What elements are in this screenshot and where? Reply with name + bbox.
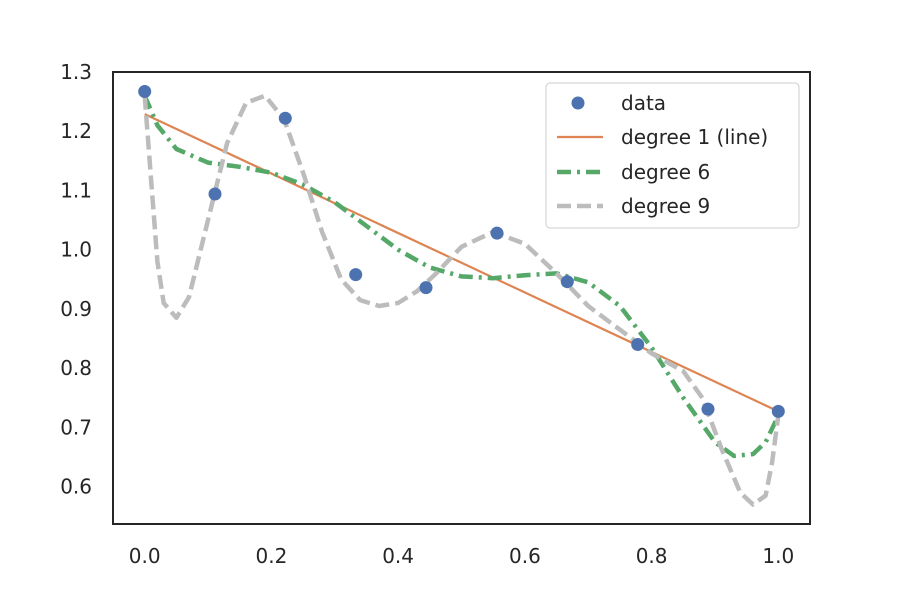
y-tick-label: 1.2	[60, 119, 92, 143]
y-tick-label: 0.6	[60, 475, 92, 499]
y-tick-label: 0.8	[60, 356, 92, 380]
x-tick-label: 0.0	[129, 544, 161, 568]
legend-marker-0	[571, 96, 585, 110]
x-tick-label: 0.6	[509, 544, 541, 568]
data-point	[701, 402, 715, 416]
legend: data degree 1 (line) degree 6 degree 9	[545, 82, 800, 229]
data-point	[349, 268, 363, 282]
x-tick-label: 1.0	[762, 544, 794, 568]
x-axis: 0.0 0.2 0.4 0.6 0.8 1.0	[129, 544, 794, 568]
series-line-1	[144, 113, 779, 413]
y-axis: 0.6 0.7 0.8 0.9 1.0 1.1 1.2 1.3	[60, 60, 92, 499]
data-point	[771, 404, 785, 418]
axes-frame	[112, 71, 811, 525]
y-tick-label: 0.9	[60, 297, 92, 321]
data-point	[278, 111, 292, 125]
legend-box	[545, 82, 800, 229]
x-tick-label: 0.4	[382, 544, 414, 568]
y-tick-label: 0.7	[60, 415, 92, 439]
data-point	[208, 187, 222, 201]
legend-label-1: degree 1 (line)	[621, 125, 768, 149]
legend-label-2: degree 6	[621, 160, 710, 184]
data-point	[560, 275, 574, 289]
y-tick-label: 1.1	[60, 179, 92, 203]
data-point	[631, 338, 645, 351]
y-tick-label: 1.3	[60, 60, 92, 84]
data-point	[490, 226, 504, 240]
x-tick-label: 0.8	[636, 544, 668, 568]
x-tick-label: 0.2	[255, 544, 287, 568]
legend-label-0: data	[621, 91, 666, 115]
plot-lines-layer	[142, 93, 781, 507]
y-tick-label: 1.0	[60, 238, 92, 262]
data-point	[138, 85, 152, 98]
data-point	[419, 281, 433, 295]
series-line-3	[142, 93, 781, 507]
legend-label-3: degree 9	[621, 194, 710, 218]
plot-points-layer	[138, 85, 785, 418]
